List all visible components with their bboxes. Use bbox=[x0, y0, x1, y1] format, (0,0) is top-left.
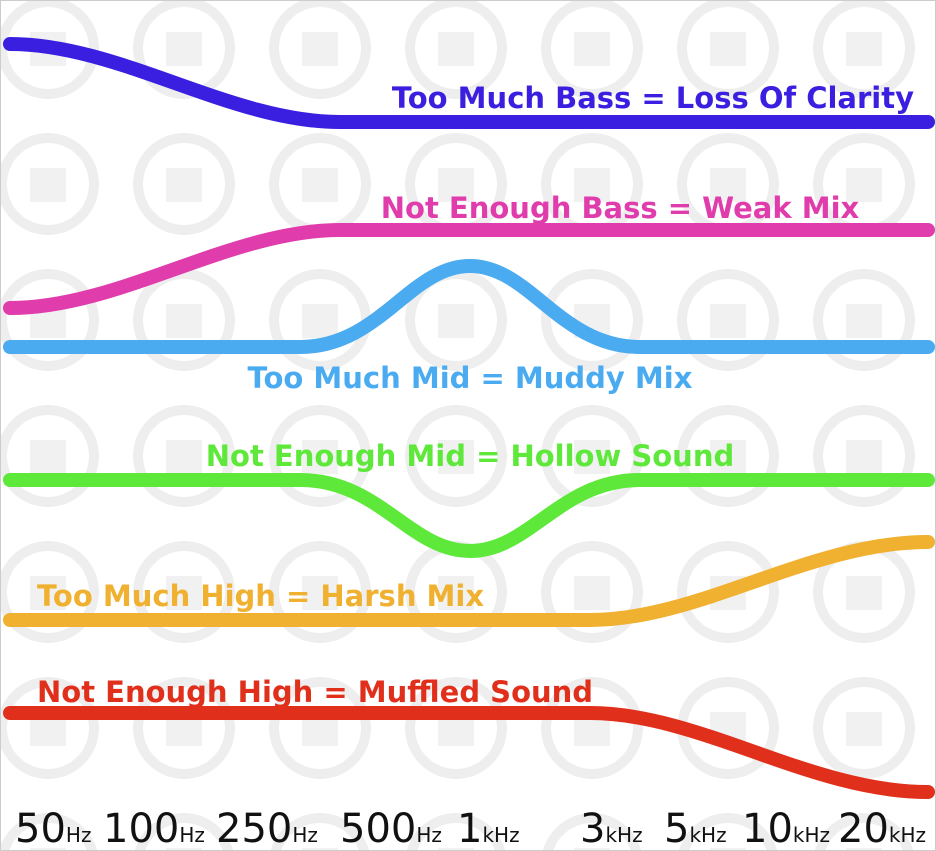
frequency-label: 100Hz bbox=[103, 806, 205, 851]
frequency-unit: Hz bbox=[66, 823, 92, 847]
curve-label: Too Much Bass = Loss Of Clarity bbox=[392, 81, 914, 115]
frequency-label: 5kHz bbox=[664, 806, 727, 851]
curve bbox=[3, 223, 935, 315]
curve bbox=[3, 535, 935, 627]
curve bbox=[3, 259, 935, 354]
curve-label: Not Enough Mid = Hollow Sound bbox=[206, 439, 734, 473]
frequency-unit: kHz bbox=[889, 823, 926, 847]
curve-label: Too Much High = Harsh Mix bbox=[37, 579, 484, 613]
frequency-label: 3kHz bbox=[580, 806, 643, 851]
frequency-unit: kHz bbox=[689, 823, 726, 847]
frequency-unit: Hz bbox=[292, 823, 318, 847]
frequency-unit: Hz bbox=[416, 823, 442, 847]
frequency-axis: 50Hz 100Hz 250Hz 500Hz 1kHz 3kHz 5kHz 10kHz 20kH… bbox=[15, 806, 926, 851]
frequency-unit: Hz bbox=[179, 823, 205, 847]
curve bbox=[3, 706, 935, 799]
frequency-number: 10 bbox=[742, 806, 793, 851]
frequency-number: 3 bbox=[580, 806, 605, 851]
frequency-unit: kHz bbox=[605, 823, 642, 847]
frequency-number: 1 bbox=[457, 806, 482, 851]
curve bbox=[3, 473, 935, 558]
frequency-label: 1kHz bbox=[457, 806, 520, 851]
frequency-number: 50 bbox=[15, 806, 66, 851]
curve-label: Not Enough Bass = Weak Mix bbox=[381, 191, 860, 225]
frequency-label: 250Hz bbox=[216, 806, 318, 851]
curve-label: Too Much Mid = Muddy Mix bbox=[248, 361, 693, 395]
frequency-label: 20kHz bbox=[838, 806, 926, 851]
frequency-label: 50Hz bbox=[15, 806, 91, 851]
frequency-number: 5 bbox=[664, 806, 689, 851]
frequency-unit: kHz bbox=[482, 823, 519, 847]
curve-label: Not Enough High = Muffled Sound bbox=[37, 675, 593, 709]
frequency-number: 500 bbox=[340, 806, 416, 851]
curve bbox=[3, 37, 935, 129]
frequency-label: 500Hz bbox=[340, 806, 442, 851]
frequency-number: 20 bbox=[838, 806, 889, 851]
frequency-number: 100 bbox=[103, 806, 179, 851]
frequency-number: 250 bbox=[216, 806, 292, 851]
frequency-unit: kHz bbox=[793, 823, 830, 847]
frequency-label: 10kHz bbox=[742, 806, 830, 851]
